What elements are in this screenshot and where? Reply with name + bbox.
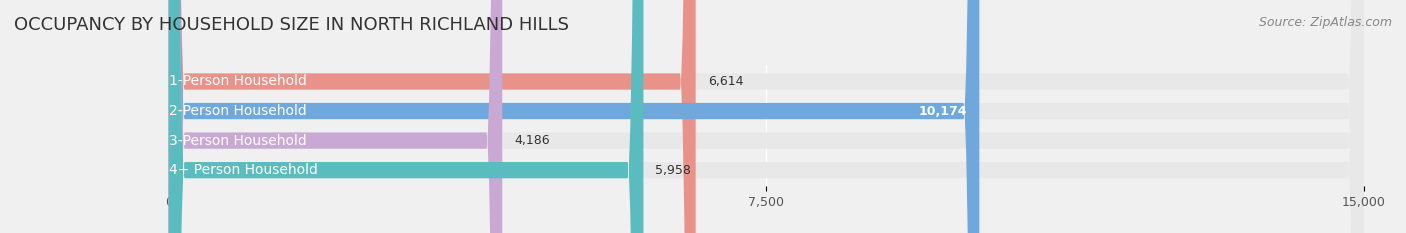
- Text: 10,174: 10,174: [920, 105, 967, 117]
- FancyBboxPatch shape: [169, 0, 1364, 233]
- FancyBboxPatch shape: [169, 0, 980, 233]
- Text: Source: ZipAtlas.com: Source: ZipAtlas.com: [1258, 16, 1392, 29]
- Text: 1-Person Household: 1-Person Household: [169, 75, 308, 89]
- Text: 4,186: 4,186: [515, 134, 550, 147]
- Text: 5,958: 5,958: [655, 164, 692, 177]
- Text: 4+ Person Household: 4+ Person Household: [169, 163, 318, 177]
- FancyBboxPatch shape: [169, 0, 1364, 233]
- FancyBboxPatch shape: [169, 0, 644, 233]
- FancyBboxPatch shape: [169, 0, 1364, 233]
- Text: 6,614: 6,614: [707, 75, 744, 88]
- FancyBboxPatch shape: [169, 0, 502, 233]
- Text: 3-Person Household: 3-Person Household: [169, 134, 307, 147]
- Text: 2-Person Household: 2-Person Household: [169, 104, 307, 118]
- FancyBboxPatch shape: [169, 0, 1364, 233]
- Text: OCCUPANCY BY HOUSEHOLD SIZE IN NORTH RICHLAND HILLS: OCCUPANCY BY HOUSEHOLD SIZE IN NORTH RIC…: [14, 16, 569, 34]
- FancyBboxPatch shape: [169, 0, 696, 233]
